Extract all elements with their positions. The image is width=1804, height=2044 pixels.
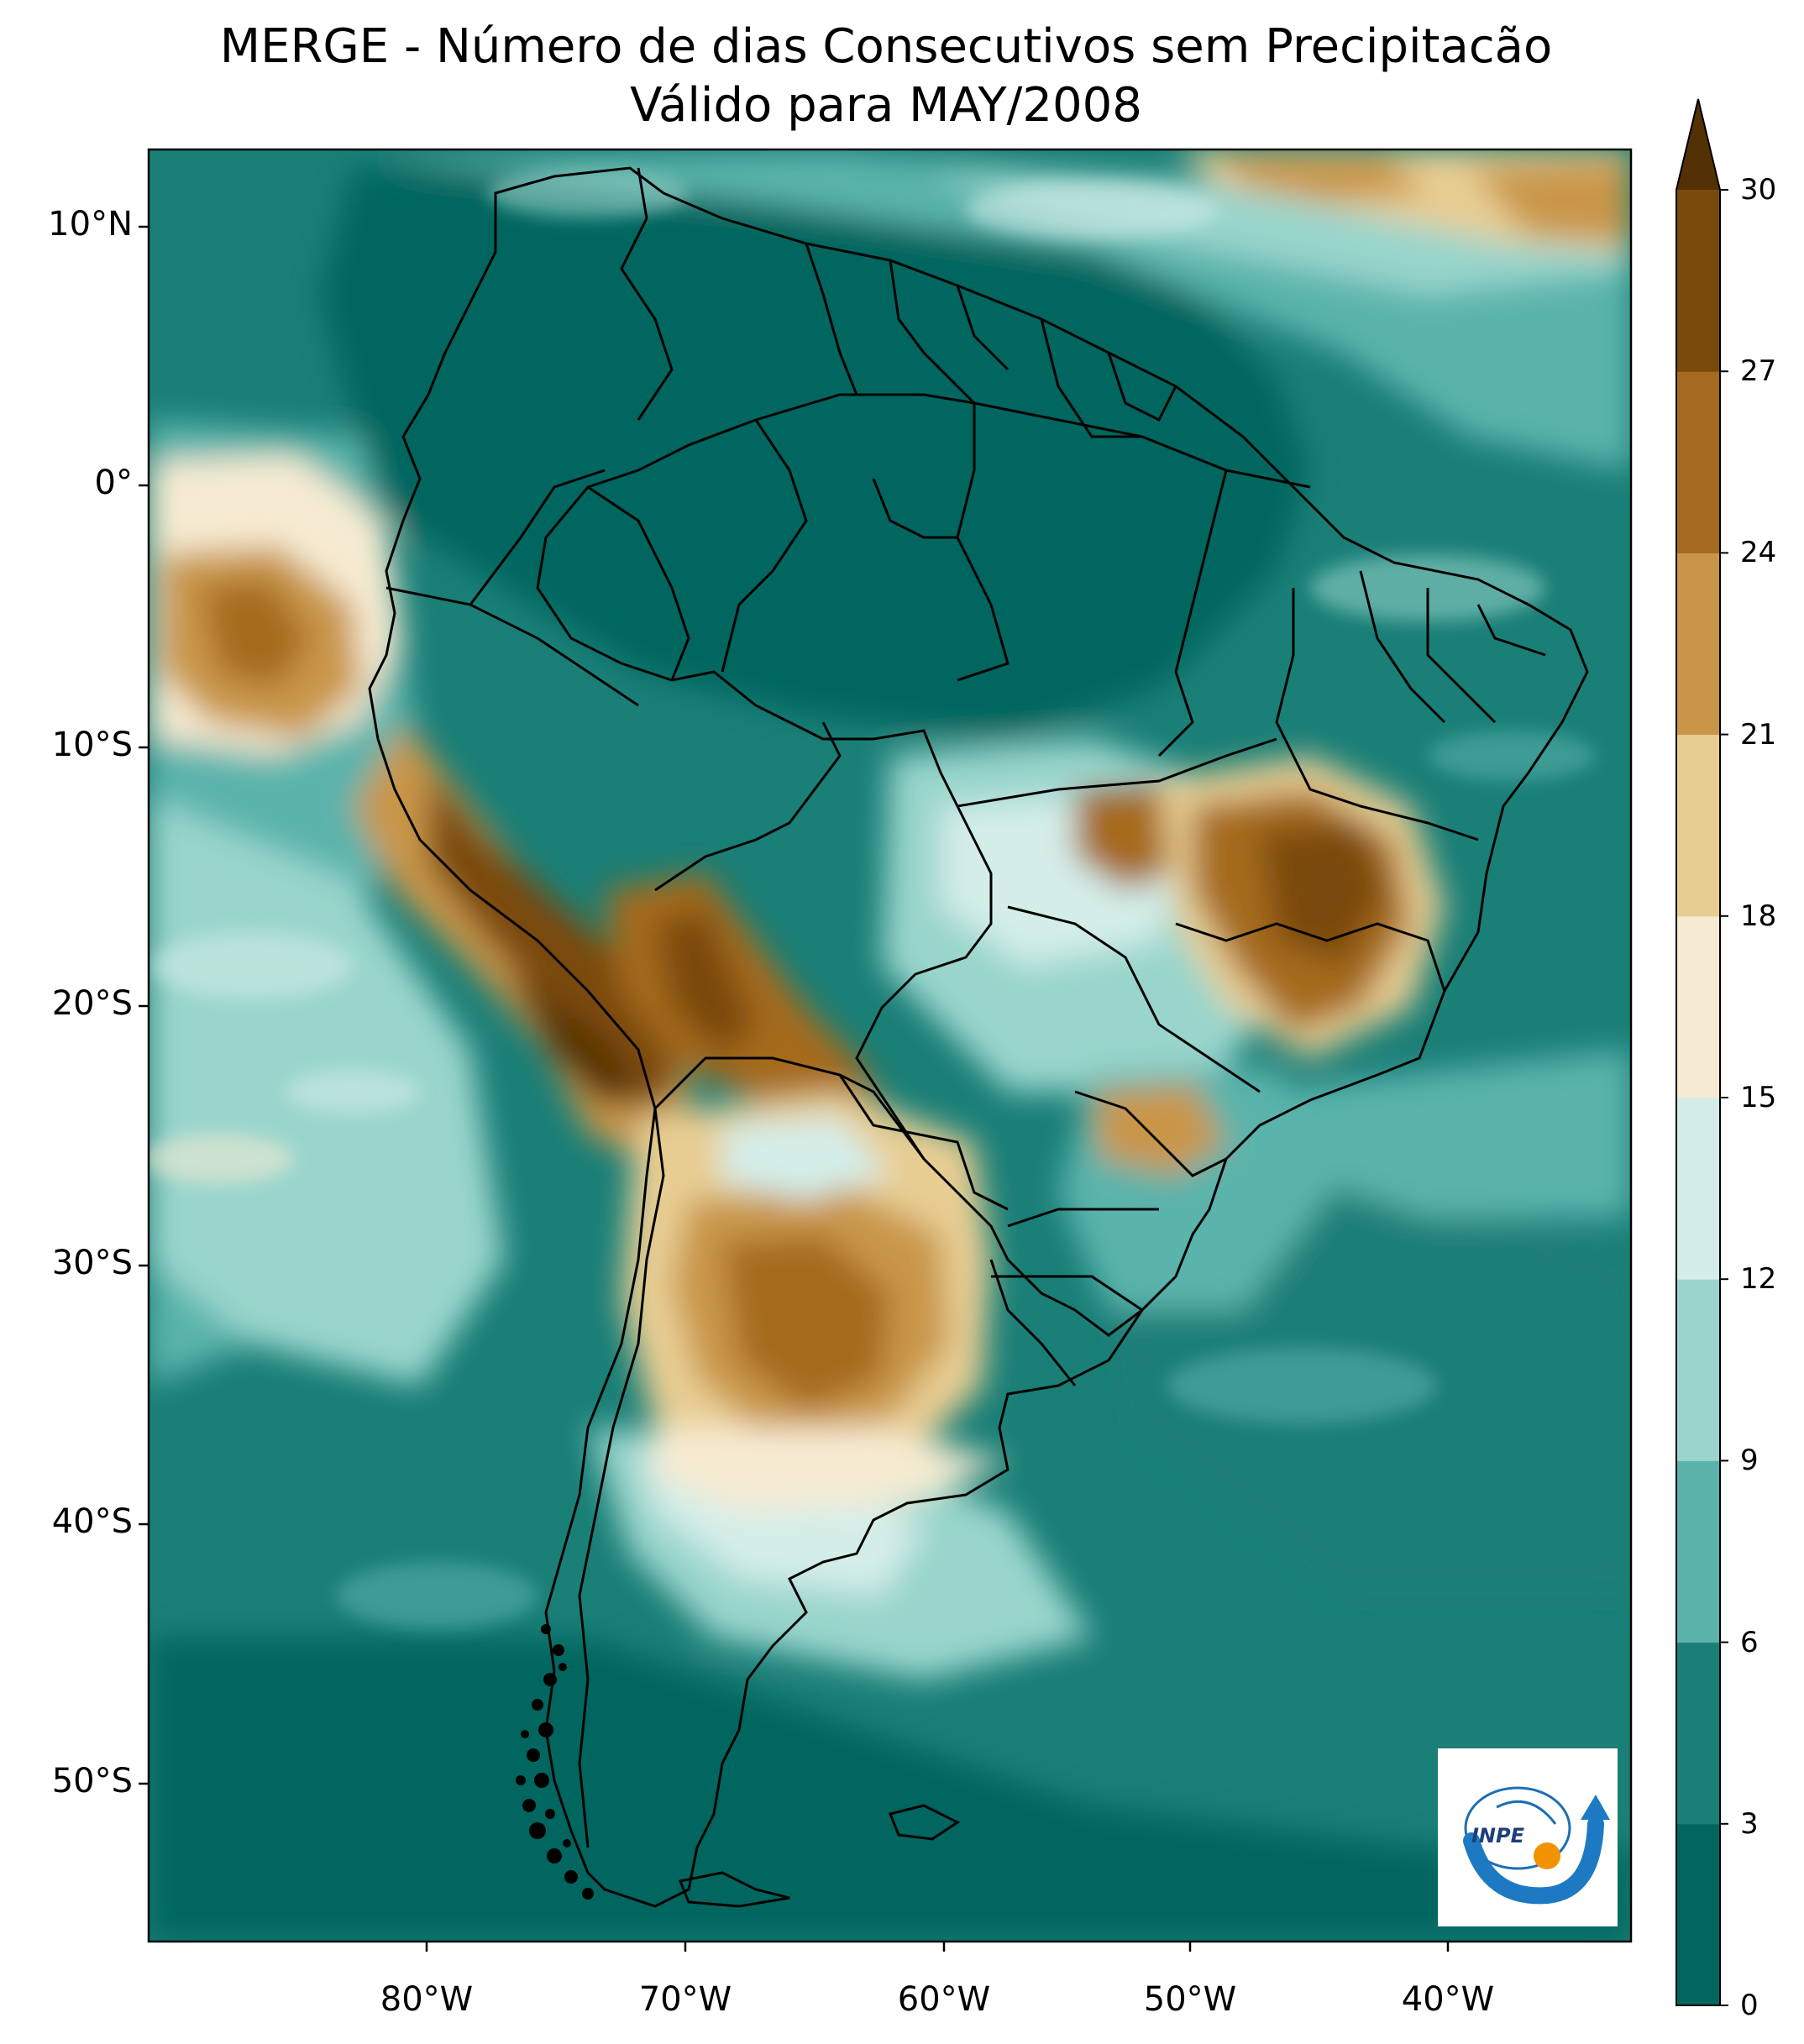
colorbar-tick-label: 24 (1740, 536, 1777, 570)
colorbar-tick-label: 9 (1740, 1444, 1759, 1478)
colorbar-segment (1676, 190, 1720, 372)
colorbar-tick-label: 27 (1740, 354, 1777, 389)
inpe-logo: INPE (1438, 1748, 1618, 1926)
colorbar-segment (1676, 1098, 1720, 1280)
lon-label-80W: 80°W (380, 1980, 474, 2019)
colorbar-segment (1676, 371, 1720, 553)
precipitation-field (149, 149, 1631, 1942)
axis-ticks (139, 225, 1450, 1952)
colorbar-tick-label: 15 (1740, 1081, 1777, 1114)
lon-label-60W: 60°W (897, 1980, 991, 2019)
colorbar-extend-arrow (1676, 99, 1720, 190)
lat-label-20S: 20°S (51, 984, 133, 1023)
lat-label-50S: 50°S (51, 1762, 133, 1800)
colorbar-tick-label: 21 (1740, 717, 1777, 752)
colorbar-segment (1676, 1823, 1720, 2006)
colorbar-segment (1676, 915, 1720, 1098)
colorbar-outline (1676, 98, 1721, 2006)
colorbar-segment (1676, 734, 1720, 917)
lat-label-0: 0° (94, 464, 133, 502)
lat-label-40S: 40°S (51, 1502, 133, 1541)
lat-label-30S: 30°S (51, 1244, 133, 1282)
inpe-logo-text: INPE (1471, 1824, 1525, 1847)
colorbar-tick-label: 12 (1740, 1262, 1777, 1297)
lat-label-10N: 10°N (48, 205, 133, 244)
country-borders (368, 166, 1589, 1908)
lat-label-10S: 10°S (51, 726, 133, 764)
map-title: MERGE - Número de dias Consecutivos sem … (219, 19, 1553, 74)
colorbar-segment (1676, 1642, 1720, 1825)
colorbar-tick-label: 18 (1740, 899, 1777, 933)
colorbar (1676, 98, 1728, 2006)
colorbar-segment (1676, 553, 1720, 736)
colorbar-tick-label: 30 (1740, 173, 1777, 207)
map-subtitle: Válido para MAY/2008 (630, 78, 1142, 133)
colorbar-tick-label: 0 (1740, 1989, 1759, 2022)
chile-fjords (516, 1624, 594, 1900)
plot-frame (147, 148, 1633, 1943)
lon-label-50W: 50°W (1143, 1980, 1237, 2019)
colorbar-tick-label: 6 (1740, 1625, 1759, 1659)
colorbar-tick-label: 3 (1740, 1806, 1759, 1841)
colorbar-segment (1676, 1279, 1720, 1461)
lon-label-40W: 40°W (1401, 1980, 1495, 2019)
lon-label-70W: 70°W (638, 1980, 732, 2019)
colorbar-segment (1676, 1460, 1720, 1643)
